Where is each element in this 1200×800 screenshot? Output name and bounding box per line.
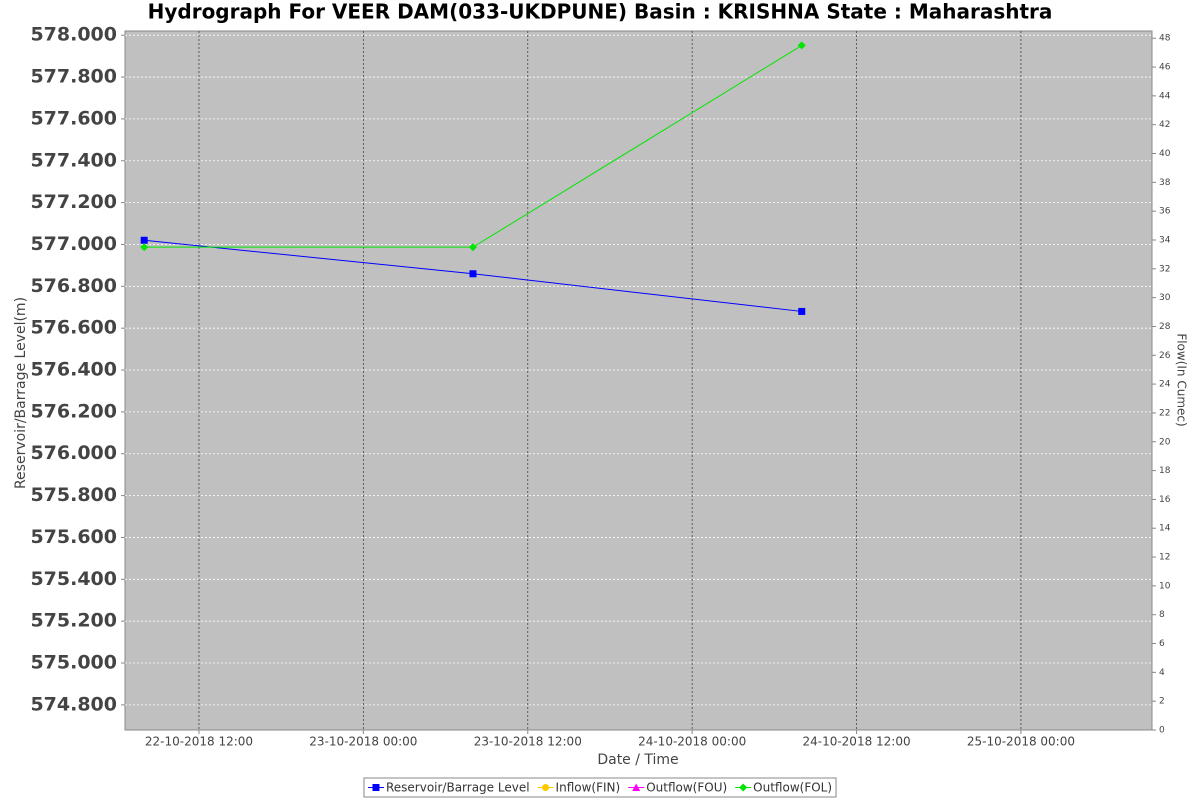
marker — [632, 783, 641, 791]
y2-tick-label: 42 — [1159, 120, 1170, 130]
x-tick-label: 24-10-2018 12:00 — [802, 735, 910, 749]
legend-item: Outflow(FOU) — [628, 781, 727, 795]
legend-label: Outflow(FOU) — [646, 781, 727, 795]
y2-tick-label: 6 — [1159, 639, 1165, 649]
marker — [469, 270, 477, 278]
y-tick-label: 575.200 — [30, 610, 117, 632]
y-tick-label: 576.000 — [30, 442, 117, 464]
y-tick-label: 576.200 — [30, 400, 117, 422]
x-tick-label: 25-10-2018 00:00 — [967, 735, 1075, 749]
y2-tick-label: 10 — [1159, 581, 1171, 591]
y2-tick-label: 20 — [1159, 437, 1171, 447]
marker — [798, 307, 806, 315]
y2-tick-label: 32 — [1159, 264, 1170, 274]
y2-tick-label: 18 — [1159, 466, 1171, 476]
legend-item: Inflow(FIN) — [537, 781, 621, 795]
y2-axis-label: Flow(In Cumec) — [1175, 333, 1189, 426]
y-tick-label: 575.800 — [30, 484, 117, 506]
legend-label: Outflow(FOL) — [753, 781, 832, 795]
x-tick-label: 22-10-2018 12:00 — [145, 735, 253, 749]
y2-tick-label: 34 — [1159, 235, 1171, 245]
y-tick-label: 577.400 — [30, 149, 117, 171]
y-tick-label: 576.600 — [30, 317, 117, 339]
legend-box — [363, 777, 837, 798]
y-tick-label: 577.600 — [30, 107, 117, 129]
y-tick-label: 575.600 — [30, 526, 117, 548]
legend-label: Reservoir/Barrage Level — [386, 781, 530, 795]
y2-tick-label: 28 — [1159, 322, 1171, 332]
y2-tick-label: 44 — [1159, 91, 1171, 101]
y2-tick-label: 4 — [1159, 668, 1165, 678]
y2-tick-label: 48 — [1159, 34, 1171, 44]
y-tick-label: 578.000 — [30, 24, 117, 46]
y-tick-label: 575.000 — [30, 652, 117, 674]
y-tick-label: 577.800 — [30, 66, 117, 88]
marker — [542, 784, 550, 791]
y2-tick-label: 40 — [1159, 149, 1171, 159]
y2-tick-label: 30 — [1159, 293, 1171, 303]
y2-tick-label: 38 — [1159, 178, 1171, 188]
y-tick-label: 574.800 — [30, 693, 117, 715]
x-tick-label: 23-10-2018 12:00 — [474, 735, 582, 749]
y-tick-label: 577.200 — [30, 191, 117, 213]
y2-tick-label: 12 — [1159, 553, 1170, 563]
y2-tick-label: 8 — [1159, 610, 1165, 620]
marker — [140, 236, 148, 244]
y2-tick-label: 2 — [1159, 697, 1165, 707]
y2-tick-label: 0 — [1159, 726, 1165, 736]
legend-item: Reservoir/Barrage Level — [367, 781, 530, 795]
y-axis-label: Reservoir/Barrage Level(m) — [13, 297, 29, 489]
y2-tick-label: 16 — [1159, 495, 1171, 505]
y2-tick-label: 26 — [1159, 351, 1171, 361]
y2-tick-label: 22 — [1159, 408, 1170, 418]
x-axis-label: Date / Time — [597, 752, 678, 768]
y2-tick-label: 36 — [1159, 207, 1171, 217]
x-tick-label: 24-10-2018 00:00 — [638, 735, 746, 749]
marker — [739, 783, 748, 792]
y2-tick-label: 46 — [1159, 63, 1171, 73]
y-tick-label: 576.400 — [30, 359, 117, 381]
y-tick-label: 575.400 — [30, 568, 117, 590]
plot-area — [124, 30, 1153, 731]
y-tick-label: 576.800 — [30, 275, 117, 297]
marker — [140, 243, 149, 252]
legend: Reservoir/Barrage Level Inflow(FIN) Outflo… — [363, 777, 837, 798]
marker — [468, 243, 477, 252]
y2-tick-label: 24 — [1159, 380, 1171, 390]
y-tick-label: 577.000 — [30, 233, 117, 255]
legend-label: Inflow(FIN) — [556, 781, 621, 795]
marker — [797, 41, 806, 50]
x-tick-label: 23-10-2018 00:00 — [309, 735, 417, 749]
y2-tick-label: 14 — [1159, 524, 1171, 534]
chart-title: Hydrograph For VEER DAM(033-UKDPUNE) Bas… — [148, 0, 1053, 24]
marker — [372, 784, 380, 791]
legend-item: Outflow(FOL) — [735, 781, 832, 795]
